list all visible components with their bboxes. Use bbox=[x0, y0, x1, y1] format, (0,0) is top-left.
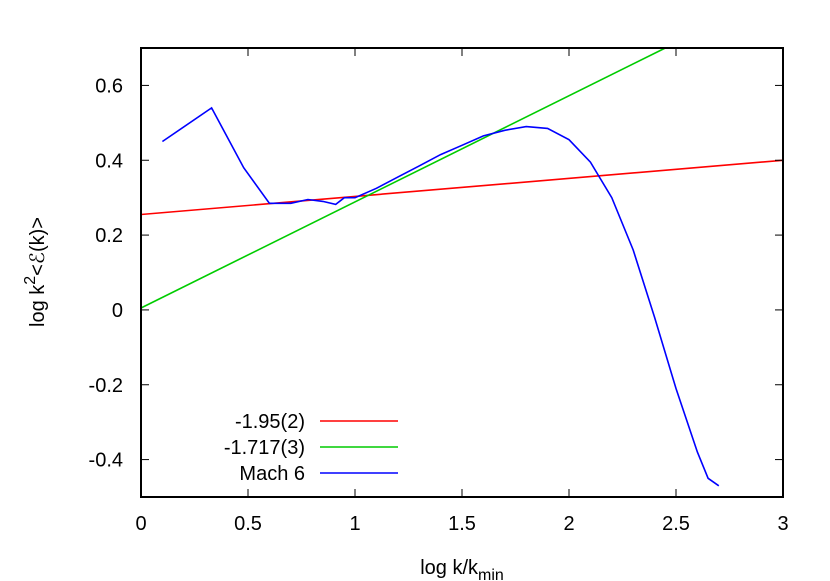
series-line-2 bbox=[161, 106, 720, 487]
series-line-0 bbox=[140, 159, 784, 216]
y-tick-label: 0.6 bbox=[95, 75, 123, 97]
legend: -1.95(2) -1.717(3) Mach 6 bbox=[224, 411, 398, 485]
y-tick-label: 0.4 bbox=[95, 150, 123, 172]
y-tick-label: 0.2 bbox=[95, 225, 123, 247]
x-tick-label: 2.5 bbox=[662, 513, 690, 535]
x-tick-label: 3 bbox=[777, 513, 788, 535]
y-tick-label: 0 bbox=[112, 300, 123, 322]
x-tick-label: 2 bbox=[563, 513, 574, 535]
y-axis-label-rest: <ℰ(k)> bbox=[27, 217, 49, 276]
series-layer bbox=[140, 47, 784, 487]
y-tick-label: -0.2 bbox=[89, 375, 123, 397]
x-tick-label: 1 bbox=[349, 513, 360, 535]
legend-label-2: Mach 6 bbox=[239, 463, 305, 485]
ticks-layer: 0 0.5 1 1.5 2 2.5 3 -0.4 -0.2 0 0.2 0.4 0.6 bbox=[89, 48, 789, 535]
series-line-1 bbox=[140, 47, 666, 309]
x-tick-label: 0.5 bbox=[234, 513, 262, 535]
x-tick-label: 0 bbox=[135, 513, 146, 535]
x-axis-label: log k/kmin bbox=[420, 557, 504, 581]
y-axis-label-sup: 2 bbox=[22, 276, 39, 285]
x-axis-label-sub: min bbox=[478, 567, 504, 581]
legend-label-1: -1.717(3) bbox=[224, 437, 305, 459]
y-axis-label-main: log k bbox=[27, 284, 49, 327]
x-axis-label-main: log k/k bbox=[420, 557, 479, 579]
x-tick-label: 1.5 bbox=[448, 513, 476, 535]
y-tick-label: -0.4 bbox=[89, 450, 123, 472]
legend-label-0: -1.95(2) bbox=[235, 411, 305, 433]
y-axis-label: log k2<ℰ(k)> bbox=[22, 217, 49, 327]
